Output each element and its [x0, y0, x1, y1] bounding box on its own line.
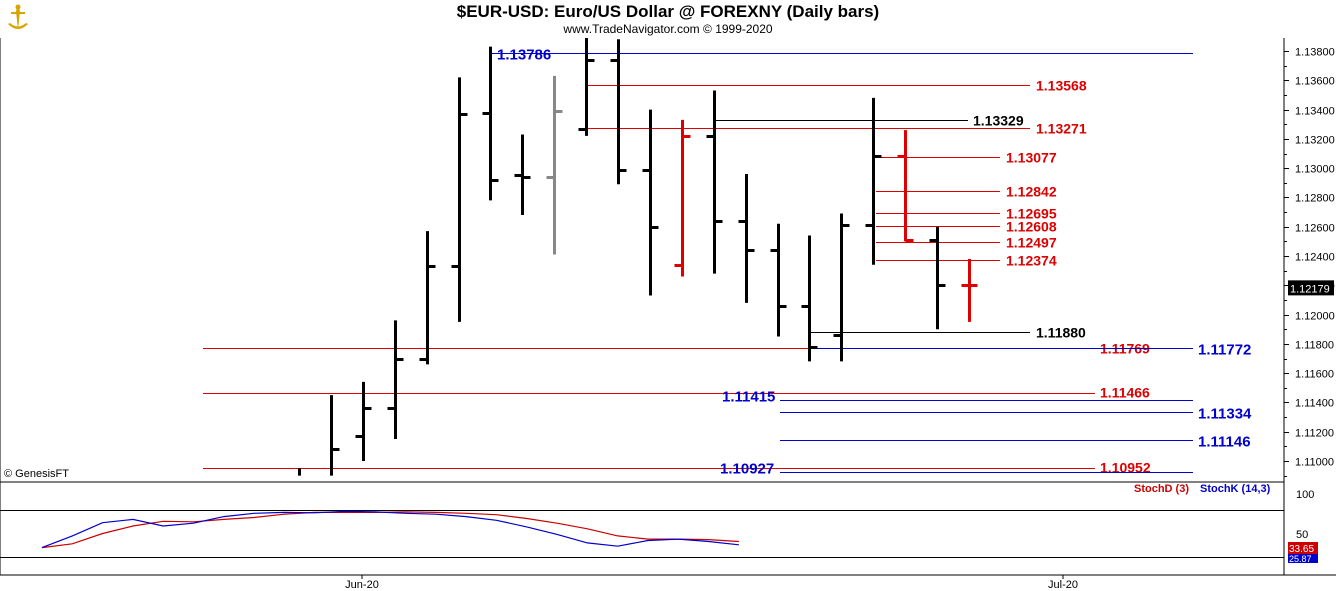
stoch-k-legend: StochK (14,3)	[1200, 483, 1271, 495]
stoch-k-value: 25.87	[1289, 554, 1312, 564]
chart-header: $EUR-USD: Euro/US Dollar @ FOREXNY (Dail…	[0, 0, 1336, 38]
price-tick-label-3: 1.13200	[1295, 135, 1335, 147]
stoch-d-value: 33.65	[1289, 544, 1314, 555]
level-label-1: 1.13568	[1036, 78, 1087, 94]
price-tick-label-2: 1.13400	[1295, 106, 1335, 118]
stoch-tick-100: 100	[1296, 489, 1314, 501]
level-label-13: 1.11466	[1100, 385, 1150, 401]
level-label-16: 1.11146	[1198, 434, 1251, 451]
level-label-12: 1.11772	[1198, 342, 1251, 359]
level-label-17: 1.10952	[1100, 460, 1151, 476]
level-label-10: 1.11880	[1036, 325, 1086, 341]
date-axis: Jun-20 Jul-20	[345, 575, 1078, 591]
price-axis: 1.13800 1.13600 1.13400 1.13200 1.13000 1.128…	[1284, 47, 1335, 477]
price-tick-label-12: 1.11400	[1295, 398, 1334, 410]
chart-frame	[0, 38, 1336, 576]
level-label-7: 1.12608	[1006, 219, 1057, 235]
stoch-tick-50: 50	[1296, 529, 1308, 541]
copyright-label: © GenesisFT	[4, 468, 69, 480]
price-tick-label-6: 1.12600	[1295, 223, 1335, 235]
stoch-k-line	[41, 510, 739, 549]
level-label-6: 1.12695	[1006, 206, 1057, 222]
level-label-8: 1.12497	[1006, 235, 1057, 251]
price-tick-label-0: 1.13800	[1295, 47, 1335, 59]
stoch-k-badge	[1288, 554, 1318, 563]
price-tick-label-10: 1.11800	[1295, 340, 1334, 352]
price-tick-label-11: 1.11600	[1295, 369, 1334, 381]
stoch-d-legend: StochD (3)	[1134, 483, 1189, 495]
stoch-d-line	[41, 511, 739, 549]
chart-title: $EUR-USD: Euro/US Dollar @ FOREXNY (Dail…	[456, 2, 880, 21]
level-label-5: 1.12842	[1006, 184, 1057, 200]
level-label-0: 1.13786	[497, 47, 551, 64]
current-price-label: 1.12179	[1290, 283, 1330, 295]
level-label-15: 1.11334	[1198, 406, 1252, 423]
level-label-3: 1.13271	[1036, 121, 1087, 137]
price-tick-label-7: 1.12400	[1295, 252, 1335, 264]
level-label-9: 1.12374	[1006, 253, 1057, 269]
ohlc-bars	[298, 37, 978, 476]
level-label-2: 1.13329	[973, 113, 1024, 129]
price-tick-label-5: 1.12800	[1295, 193, 1335, 205]
date-label-0: Jun-20	[345, 579, 379, 591]
stoch-d-badge	[1288, 542, 1318, 554]
price-tick-label-14: 1.11000	[1295, 457, 1334, 469]
price-tick-label-1: 1.13600	[1295, 76, 1335, 88]
current-price-badge	[1288, 280, 1334, 296]
genesis-logo-icon	[2, 2, 34, 36]
chart-subtitle: www.TradeNavigator.com © 1999-2020	[563, 22, 773, 36]
price-tick-label-4: 1.13000	[1295, 164, 1335, 176]
level-label-18: 1.10927	[720, 461, 774, 478]
support-resistance-levels: 1.13786 1.13568 1.13329 1.13271 1.13077 1.128…	[203, 47, 1252, 478]
level-label-4: 1.13077	[1006, 150, 1057, 166]
level-label-14: 1.11415	[722, 389, 775, 406]
price-tick-label-13: 1.11200	[1295, 428, 1334, 440]
date-label-1: Jul-20	[1048, 579, 1078, 591]
price-tick-label-9: 1.12000	[1295, 311, 1335, 323]
